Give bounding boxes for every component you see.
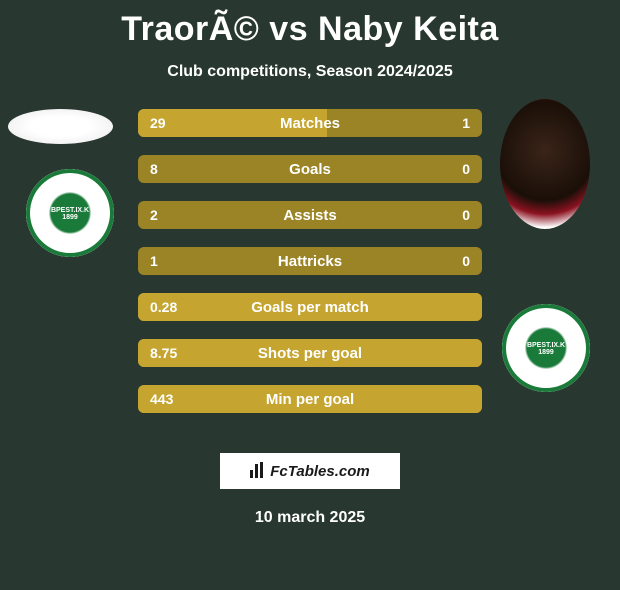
stat-bar: 8.75 Shots per goal [138, 339, 482, 367]
stat-bar: 1 Hattricks 0 [138, 247, 482, 275]
comparison-panel: BPEST.IX.K 1899 BPEST.IX.K 1899 29 Matche… [0, 109, 620, 439]
player-right-avatar [500, 99, 590, 229]
stat-value-left: 1 [150, 253, 158, 269]
stat-label: Hattricks [278, 253, 342, 270]
badge-mid-text: BPEST.IX.K [51, 207, 89, 214]
date-label: 10 march 2025 [0, 509, 620, 527]
subtitle: Club competitions, Season 2024/2025 [0, 63, 620, 81]
source-label: FcTables.com [270, 463, 369, 480]
stat-bar: 2 Assists 0 [138, 201, 482, 229]
stat-value-left: 0.28 [150, 299, 177, 315]
stat-bar: 0.28 Goals per match [138, 293, 482, 321]
stat-label: Goals [289, 161, 331, 178]
stat-value-left: 2 [150, 207, 158, 223]
stat-bar: 29 Matches 1 [138, 109, 482, 137]
club-badge-right-inner: BPEST.IX.K 1899 [516, 318, 576, 378]
stat-label: Matches [280, 115, 340, 132]
stat-value-right: 0 [462, 161, 470, 177]
stat-label: Min per goal [266, 391, 354, 408]
stat-value-left: 8.75 [150, 345, 177, 361]
club-badge-left: BPEST.IX.K 1899 [26, 169, 114, 257]
club-badge-left-inner: BPEST.IX.K 1899 [40, 183, 100, 243]
club-badge-right: BPEST.IX.K 1899 [502, 304, 590, 392]
badge-mid-text: BPEST.IX.K [527, 342, 565, 349]
stat-bars-container: 29 Matches 1 8 Goals 0 2 Assists 0 1 Hattricks 0 0.2… [138, 109, 482, 431]
badge-year-text: 1899 [62, 214, 78, 221]
stat-bar: 443 Min per goal [138, 385, 482, 413]
stat-value-left: 29 [150, 115, 166, 131]
stat-value-left: 8 [150, 161, 158, 177]
stat-value-right: 1 [462, 115, 470, 131]
player-left-avatar [8, 109, 113, 144]
stat-label: Shots per goal [258, 345, 362, 362]
stat-label: Assists [283, 207, 336, 224]
stat-value-right: 0 [462, 207, 470, 223]
source-badge: FcTables.com [220, 453, 400, 489]
page-title: TraorÃ© vs Naby Keita [0, 10, 620, 49]
stat-value-right: 0 [462, 253, 470, 269]
stat-bar: 8 Goals 0 [138, 155, 482, 183]
stat-label: Goals per match [251, 299, 369, 316]
bar-chart-icon [250, 464, 266, 478]
badge-year-text: 1899 [538, 349, 554, 356]
stat-value-left: 443 [150, 391, 173, 407]
